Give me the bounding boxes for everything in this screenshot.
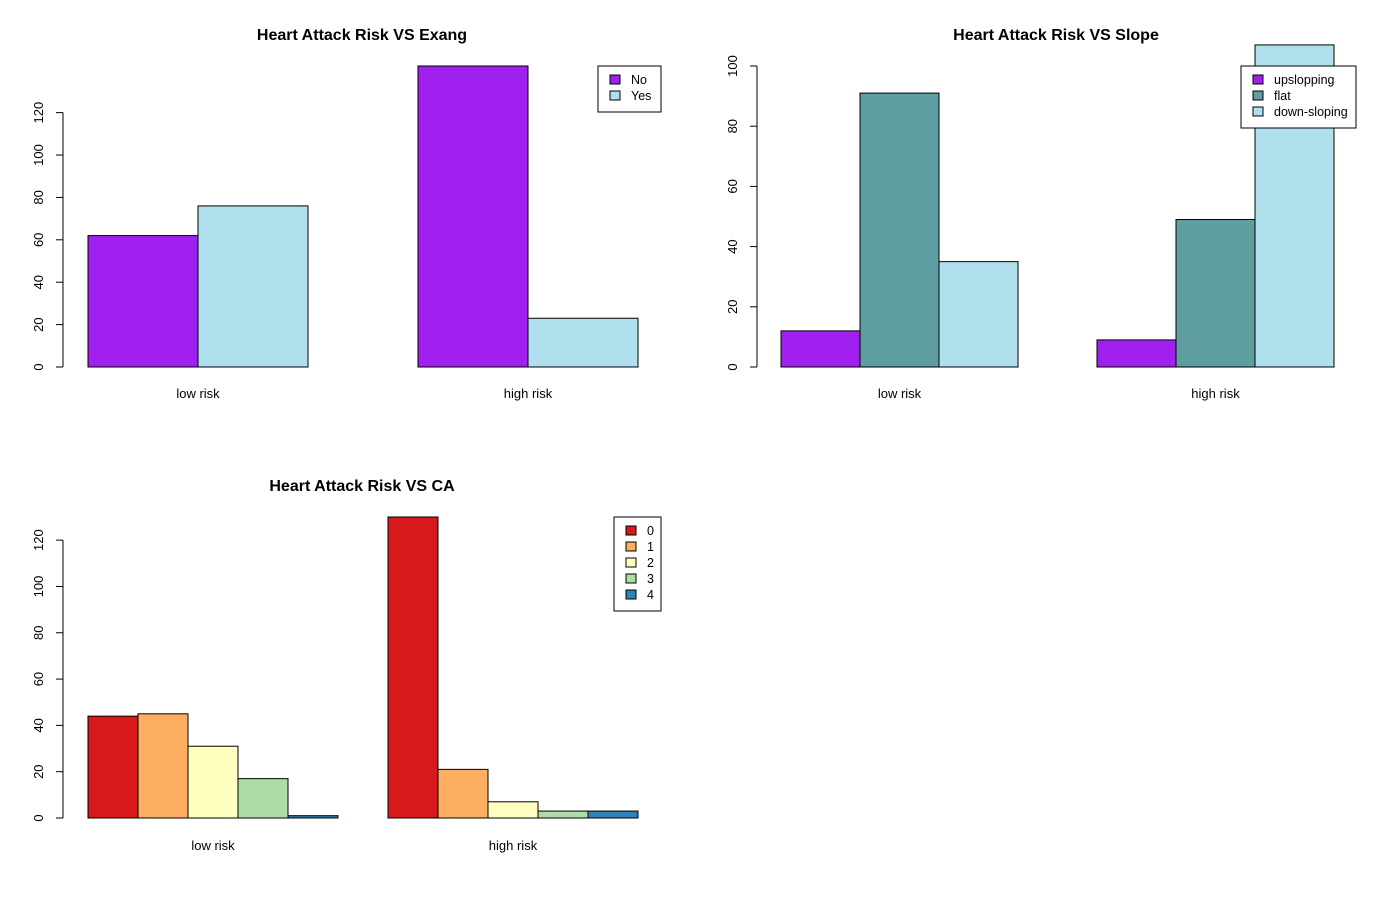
y-tick-label: 40 [725, 239, 740, 253]
y-tick-label: 80 [725, 119, 740, 133]
bar-low-risk-flat [859, 92, 940, 368]
legend-box [597, 65, 662, 113]
y-tick-label: 60 [725, 179, 740, 193]
y-tick-label: 0 [31, 363, 46, 370]
y-tick-label: 100 [31, 576, 46, 598]
bar-high-risk-0 [387, 516, 439, 819]
legend-box [613, 516, 662, 612]
ca-chart: Heart Attack Risk VS CA020406080100120lo… [31, 478, 662, 853]
bar-low-risk-4 [287, 815, 339, 819]
y-tick-label: 0 [31, 814, 46, 821]
y-tick-label: 20 [725, 300, 740, 314]
legend-swatch [625, 573, 637, 584]
y-tick-label: 40 [31, 275, 46, 289]
legend-swatch [609, 90, 621, 101]
category-label: high risk [1191, 386, 1240, 401]
bar-low-risk-0 [87, 715, 139, 819]
y-tick-label: 20 [31, 764, 46, 778]
category-label: low risk [878, 386, 922, 401]
bar-high-risk-3 [537, 810, 589, 819]
bar-high-risk-2 [487, 801, 539, 819]
bar-low-risk-2 [187, 745, 239, 819]
y-tick-label: 20 [31, 317, 46, 331]
bar-low-risk-No [87, 235, 199, 368]
legend-label: flat [1274, 89, 1291, 103]
y-tick-label: 0 [725, 363, 740, 370]
chart-title: Heart Attack Risk VS CA [269, 478, 455, 495]
legend-label: 0 [647, 524, 654, 538]
bar-low-risk-upslopping [780, 330, 861, 368]
bar-low-risk-1 [137, 713, 189, 819]
category-label: high risk [504, 386, 553, 401]
y-tick-label: 120 [31, 529, 46, 551]
bar-low-risk-3 [237, 778, 289, 819]
y-tick-label: 100 [31, 144, 46, 166]
chart-title: Heart Attack Risk VS Exang [257, 27, 467, 44]
y-tick-label: 100 [725, 55, 740, 77]
bar-high-risk-4 [587, 810, 639, 819]
y-tick-label: 120 [31, 102, 46, 124]
legend-swatch [625, 589, 637, 600]
chart-title: Heart Attack Risk VS Slope [953, 27, 1159, 44]
y-tick-label: 60 [31, 233, 46, 247]
legend-swatch [625, 557, 637, 568]
legend-label: 2 [647, 556, 654, 570]
exang-chart: Heart Attack Risk VS Exang 0 20 40 60 80 100 12… [31, 27, 662, 401]
legend-label: Yes [631, 89, 651, 103]
legend-label: 4 [647, 588, 654, 602]
bar-low-risk-down-sloping [938, 261, 1019, 368]
category-label: high risk [489, 838, 538, 853]
legend-swatch [1252, 74, 1264, 85]
bar-low-risk-Yes [197, 205, 309, 368]
legend-label: 3 [647, 572, 654, 586]
legend-swatch [609, 74, 621, 85]
category-label: low risk [191, 838, 235, 853]
legend-label: No [631, 73, 647, 87]
bar-high-risk-Yes [527, 317, 639, 368]
legend-swatch [625, 525, 637, 536]
legend-label: upslopping [1274, 73, 1335, 87]
legend-label: down-sloping [1274, 105, 1348, 119]
bar-high-risk-No [417, 65, 529, 368]
legend-label: 1 [647, 540, 654, 554]
legend-swatch [1252, 106, 1264, 117]
y-tick-label: 80 [31, 626, 46, 640]
bar-high-risk-1 [437, 768, 489, 819]
bar-high-risk-flat [1175, 219, 1256, 368]
slope-chart: Heart Attack Risk VS Slope 0 20 40 60 80 100 lo… [725, 27, 1357, 401]
bar-high-risk-upslopping [1096, 339, 1177, 368]
y-tick-label: 60 [31, 672, 46, 686]
category-label: low risk [176, 386, 220, 401]
legend-swatch [625, 541, 637, 552]
y-tick-label: 40 [31, 718, 46, 732]
legend-swatch [1252, 90, 1264, 101]
y-tick-label: 80 [31, 190, 46, 204]
